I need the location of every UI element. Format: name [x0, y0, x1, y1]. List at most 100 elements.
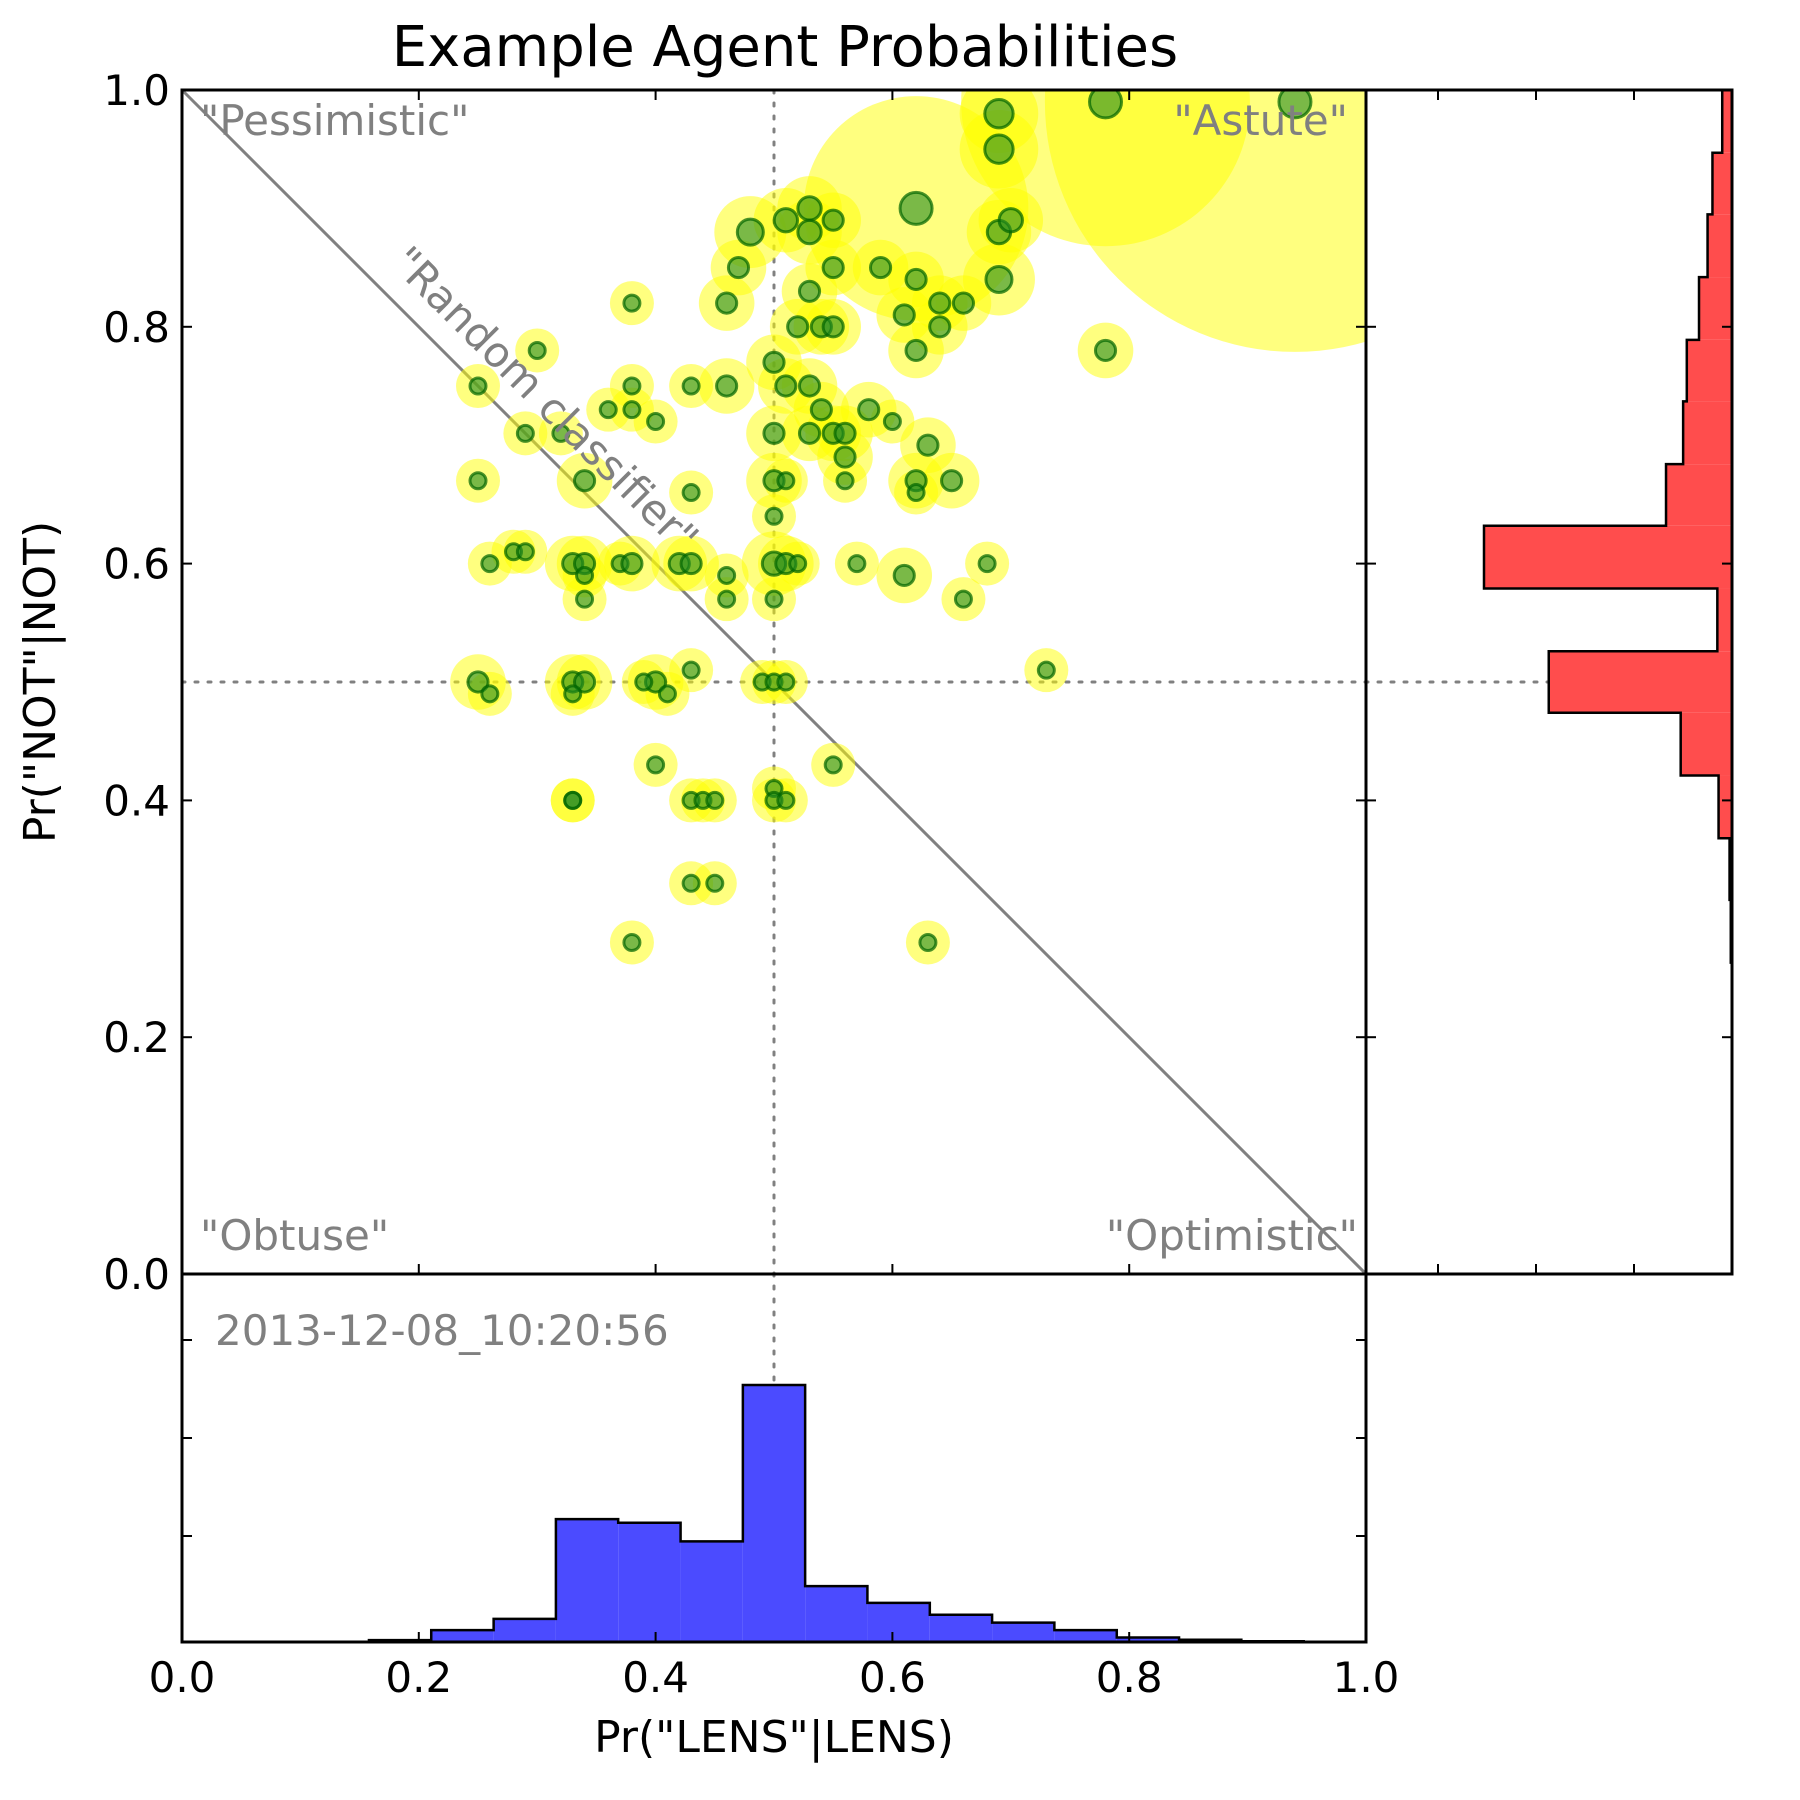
chart-title: Example Agent Probabilities [392, 15, 1178, 80]
x-tick-label: 0.4 [622, 1653, 689, 1702]
annotation-astute: "Astute" [1173, 96, 1348, 145]
y-histogram-ticks [1366, 89, 1732, 1275]
data-point [466, 670, 490, 694]
data-point [788, 554, 808, 574]
data-point [983, 133, 1015, 165]
data-point [764, 589, 784, 609]
data-point [977, 554, 997, 574]
x-histogram-bar [992, 1622, 1055, 1642]
data-point [572, 670, 597, 694]
x-tick-label: 0.8 [1096, 1653, 1163, 1702]
data-point [776, 471, 796, 491]
data-point [622, 932, 642, 952]
data-point [715, 291, 739, 315]
data-point [717, 565, 737, 585]
data-point [796, 218, 823, 246]
data-point [563, 790, 583, 810]
data-point [796, 195, 823, 222]
data-point [762, 350, 786, 374]
x-histogram-bar [431, 1630, 494, 1642]
y-histogram-bar [1666, 464, 1732, 526]
agent-points [450, 90, 1366, 965]
data-point [847, 554, 867, 574]
data-point [762, 421, 786, 445]
x-tick-label: 1.0 [1333, 1653, 1400, 1702]
scatter-plot-area: "Pessimistic" "Astute" "Obtuse" "Optimis… [180, 88, 1734, 1644]
x-histogram-outline [367, 1383, 1305, 1643]
data-point [480, 684, 500, 704]
x-tick-labels: 0.0 0.2 0.4 0.6 0.8 1.0 [149, 1653, 1400, 1702]
x-axis-label: Pr("LENS"|LENS) [594, 1712, 954, 1763]
x-histogram-bar [680, 1541, 743, 1642]
data-point [833, 445, 857, 469]
x-histogram-bar [555, 1519, 619, 1642]
data-point [918, 932, 938, 952]
data-point [705, 790, 725, 810]
data-point [726, 256, 751, 280]
data-point [833, 421, 857, 445]
data-point [1088, 90, 1124, 120]
data-point [906, 483, 926, 503]
data-point [622, 293, 642, 313]
y-tick-labels: 0.0 0.2 0.4 0.6 0.8 1.0 [103, 66, 170, 1299]
data-point [882, 412, 902, 432]
data-point [764, 506, 784, 526]
x-histogram-bar [493, 1618, 556, 1642]
y-histogram-bar [1699, 277, 1732, 340]
data-point [575, 565, 595, 585]
y-histogram-outline [1482, 88, 1733, 964]
data-point [551, 423, 571, 443]
annotation-optimistic: "Optimistic" [1106, 1211, 1358, 1260]
x-histogram-ticks [181, 1339, 1367, 1642]
data-point [898, 190, 934, 226]
y-axis-label: Pr("NOT"|NOT) [15, 521, 66, 843]
y-histogram-bar [1722, 90, 1732, 153]
data-point [821, 256, 845, 280]
data-point [572, 469, 597, 493]
y-histogram-bar [1548, 651, 1732, 713]
x-tick-label: 0.6 [859, 1653, 926, 1702]
data-point [1036, 660, 1056, 680]
data-point [940, 469, 964, 493]
data-point [892, 563, 916, 588]
annotation-obtuse: "Obtuse" [200, 1211, 389, 1260]
data-point [563, 684, 583, 704]
y-histogram [1364, 88, 1734, 1276]
data-point [575, 589, 595, 609]
x-tick-label: 0.2 [385, 1653, 452, 1702]
data-point [1093, 338, 1118, 363]
y-histogram-bar [1718, 775, 1732, 839]
y-tick-label: 0.4 [103, 776, 170, 825]
data-point [797, 421, 822, 445]
data-point [646, 412, 666, 432]
data-point [776, 672, 796, 692]
y-histogram-frame [1364, 88, 1734, 1276]
data-point [515, 423, 535, 443]
data-point [634, 672, 654, 692]
x-histogram-bar [1116, 1637, 1180, 1642]
annotation-pessimistic: "Pessimistic" [200, 96, 469, 145]
data-point [857, 398, 881, 422]
data-point [928, 315, 952, 339]
x-histogram-bar [867, 1602, 930, 1642]
data-point [681, 873, 701, 893]
x-histogram-bar [742, 1385, 806, 1642]
y-histogram-bar [1712, 152, 1732, 215]
data-point [1277, 90, 1313, 120]
y-histogram-bar [1686, 339, 1732, 402]
data-point [774, 374, 798, 398]
data-point [468, 376, 488, 396]
annotation-random-classifier: "Random classifier" [382, 237, 708, 563]
data-point [821, 315, 845, 339]
y-tick-label: 1.0 [103, 66, 170, 115]
data-point [527, 340, 547, 360]
data-point [735, 217, 765, 247]
y-histogram-bar [1717, 588, 1732, 652]
data-point [598, 400, 618, 420]
data-point [984, 264, 1014, 294]
data-point [835, 471, 855, 491]
data-point [468, 471, 488, 491]
core-layer [466, 90, 1313, 952]
data-point [646, 755, 666, 775]
